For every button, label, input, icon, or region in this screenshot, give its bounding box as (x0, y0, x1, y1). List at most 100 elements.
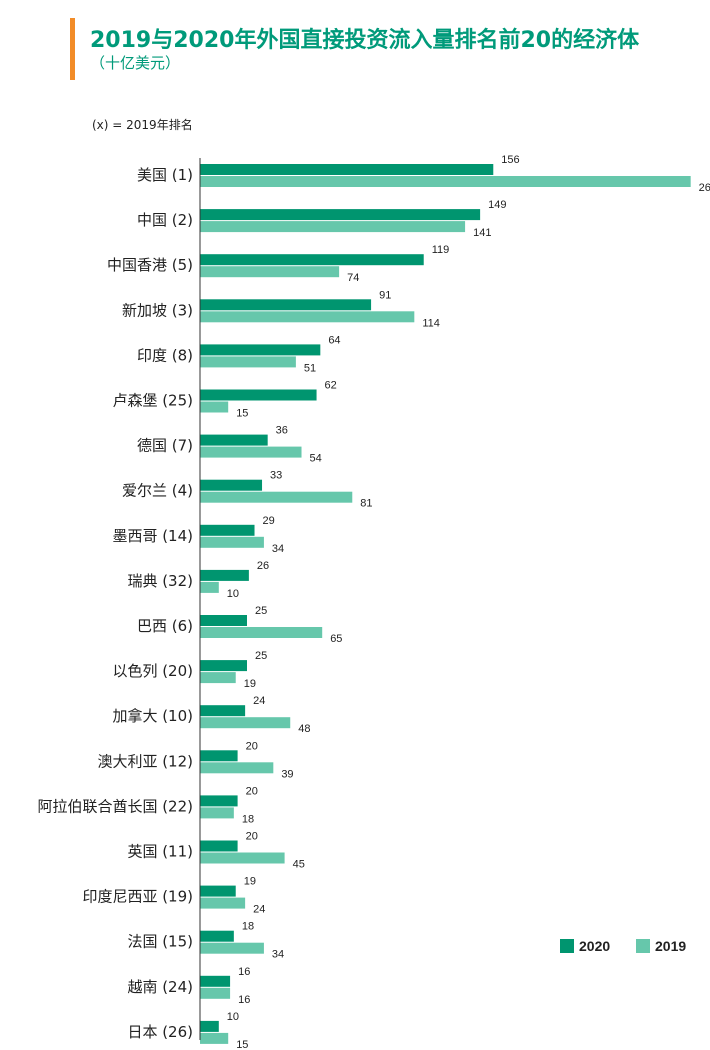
bar-2019 (200, 852, 285, 864)
bar-2020 (200, 389, 317, 401)
value-label-2020: 16 (238, 966, 250, 978)
category-label: 越南 (24) (127, 978, 193, 996)
value-label-2019: 54 (310, 453, 322, 465)
value-label-2020: 20 (246, 740, 258, 752)
bar-2020 (200, 299, 372, 311)
value-label-2019: 141 (473, 227, 491, 239)
value-label-2020: 36 (276, 425, 288, 437)
bar-2020 (200, 615, 247, 626)
bar-2019 (200, 762, 274, 774)
bar-2020 (200, 705, 246, 717)
value-label-2020: 20 (246, 785, 258, 797)
bar-2019 (200, 266, 340, 278)
bar-2019 (200, 1032, 229, 1044)
category-label: 新加坡 (3) (122, 301, 193, 319)
bar-2019 (200, 717, 291, 729)
value-label-2020: 25 (255, 605, 267, 617)
value-label-2020: 24 (253, 695, 265, 707)
category-label: 澳大利亚 (12) (97, 752, 193, 770)
bar-2019 (200, 311, 415, 323)
bar-2020 (200, 840, 238, 852)
legend-swatch-2020 (560, 939, 574, 953)
value-label-2019: 15 (236, 1039, 248, 1050)
chart-title: 2019与2020年外国直接投资流入量排名前20的经济体 (90, 28, 640, 53)
value-label-2019: 16 (238, 994, 250, 1006)
category-label: 中国 (2) (137, 211, 193, 229)
bar-2020 (200, 660, 247, 672)
bar-2020 (200, 524, 255, 536)
bar-2020 (200, 569, 249, 581)
bar-2019 (200, 942, 264, 954)
category-label: 中国香港 (5) (107, 256, 193, 274)
bar-2019 (200, 536, 264, 548)
bar-2019 (200, 807, 234, 819)
category-label: 法国 (15) (127, 933, 193, 951)
value-label-2020: 149 (488, 199, 506, 211)
legend-swatch-2019 (636, 939, 650, 953)
value-label-2019: 81 (360, 498, 372, 510)
chart-subtitle: （十亿美元） (90, 54, 181, 72)
value-label-2019: 261 (699, 182, 710, 194)
bar-2020 (200, 885, 236, 897)
value-label-2020: 10 (227, 1011, 239, 1023)
value-label-2020: 26 (257, 560, 269, 572)
category-label: 印度 (8) (137, 346, 193, 364)
bar-2019 (200, 627, 323, 638)
value-label-2020: 62 (325, 380, 337, 392)
value-label-2020: 18 (242, 921, 254, 933)
category-label: 墨西哥 (14) (112, 527, 193, 545)
bar-2019 (200, 897, 246, 909)
category-label: 德国 (7) (137, 437, 193, 455)
value-label-2019: 34 (272, 949, 284, 961)
bar-2020 (200, 1020, 219, 1032)
bar-2020 (200, 795, 238, 807)
value-label-2020: 91 (379, 289, 391, 301)
category-label: 印度尼西亚 (19) (82, 888, 193, 906)
value-label-2019: 45 (293, 859, 305, 871)
value-label-2019: 114 (422, 317, 440, 329)
bar-2019 (200, 581, 219, 593)
category-label: 日本 (26) (127, 1023, 193, 1041)
bar-2019 (200, 176, 691, 187)
value-label-2020: 19 (244, 876, 256, 888)
bar-2019 (200, 672, 236, 684)
value-label-2019: 10 (227, 588, 239, 600)
legend-label-2020: 2020 (579, 938, 610, 954)
category-label: 美国 (1) (137, 166, 193, 184)
value-label-2019: 39 (281, 768, 293, 780)
bar-2020 (200, 434, 268, 446)
rank-note: (x) = 2019年排名 (92, 118, 193, 132)
category-label: 加拿大 (10) (112, 707, 193, 725)
value-label-2020: 64 (328, 334, 340, 346)
value-label-2019: 19 (244, 678, 256, 690)
bar-2020 (200, 975, 231, 987)
bar-2019 (200, 491, 353, 503)
category-label: 卢森堡 (25) (112, 392, 193, 410)
bar-2019 (200, 987, 231, 999)
value-label-2019: 15 (236, 408, 248, 420)
title-accent-bar (70, 18, 75, 80)
value-label-2019: 34 (272, 543, 284, 555)
bar-2020 (200, 479, 263, 491)
value-label-2019: 18 (242, 813, 254, 825)
category-label: 瑞典 (32) (127, 572, 193, 590)
value-label-2020: 156 (501, 154, 519, 166)
legend-label-2019: 2019 (655, 938, 686, 954)
bar-2020 (200, 344, 321, 356)
value-label-2020: 33 (270, 470, 282, 482)
bar-2020 (200, 164, 494, 175)
bar-2019 (200, 221, 466, 233)
value-label-2019: 74 (347, 272, 359, 284)
category-label: 爱尔兰 (4) (122, 482, 193, 500)
value-label-2020: 25 (255, 650, 267, 662)
value-label-2020: 20 (246, 831, 258, 843)
value-label-2020: 29 (263, 515, 275, 527)
bar-2020 (200, 750, 238, 762)
bar-2019 (200, 356, 296, 368)
value-label-2019: 65 (330, 633, 342, 645)
bar-2019 (200, 401, 229, 413)
category-label: 阿拉伯联合酋长国 (22) (37, 797, 193, 815)
value-label-2019: 24 (253, 904, 265, 916)
category-label: 英国 (11) (127, 843, 193, 861)
bar-2020 (200, 209, 481, 221)
